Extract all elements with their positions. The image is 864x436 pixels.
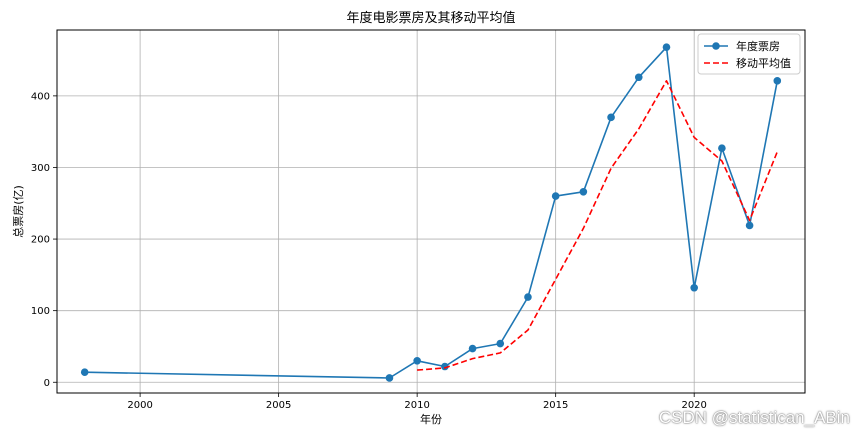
series-point: [385, 374, 394, 382]
x-tick-label: 2000: [127, 400, 152, 411]
series-point: [80, 368, 89, 377]
y-tick-label: 0: [44, 378, 50, 389]
x-tick-label: 2015: [543, 400, 568, 411]
series-point: [690, 283, 698, 292]
series-point: [413, 356, 421, 365]
series-point: [551, 192, 560, 200]
y-tick-label: 100: [31, 306, 50, 317]
series-line-1: [84, 46, 779, 379]
x-tick-label: 2010: [404, 400, 429, 411]
series-point: [745, 221, 754, 230]
series-line-2: [417, 80, 779, 371]
x-tick-label: 2005: [266, 400, 291, 411]
plot-frame: [56, 29, 806, 394]
watermark: CSDN @statistican_ABin: [658, 408, 850, 427]
y-axis-title: 总票房(亿): [11, 185, 25, 238]
series-point: [524, 293, 532, 301]
ticks: 2000 2005 2010 2015 2020 0 100 200 300 400: [31, 91, 707, 411]
series-point: [579, 188, 588, 196]
legend-box: [697, 33, 801, 75]
series-point: [468, 344, 477, 353]
legend-label: 年度票房: [736, 39, 780, 53]
series-point: [662, 43, 671, 51]
series-layer: [80, 43, 782, 382]
series-point: [441, 362, 449, 371]
x-tick-label: 2020: [681, 400, 706, 411]
legend-label: 移动平均值: [736, 57, 791, 70]
y-tick-label: 300: [31, 163, 50, 174]
x-axis-title: 年份: [420, 412, 442, 426]
series-point: [718, 144, 726, 152]
series-point: [496, 339, 505, 348]
legend-swatch-marker: [712, 42, 720, 50]
series-point: [773, 77, 782, 85]
chart-title: 年度电影票房及其移动平均值: [346, 10, 515, 26]
series-point: [607, 113, 615, 122]
grid: [57, 30, 805, 393]
series-point: [634, 73, 643, 82]
y-tick-label: 200: [31, 235, 50, 246]
y-tick-label: 400: [31, 91, 50, 102]
